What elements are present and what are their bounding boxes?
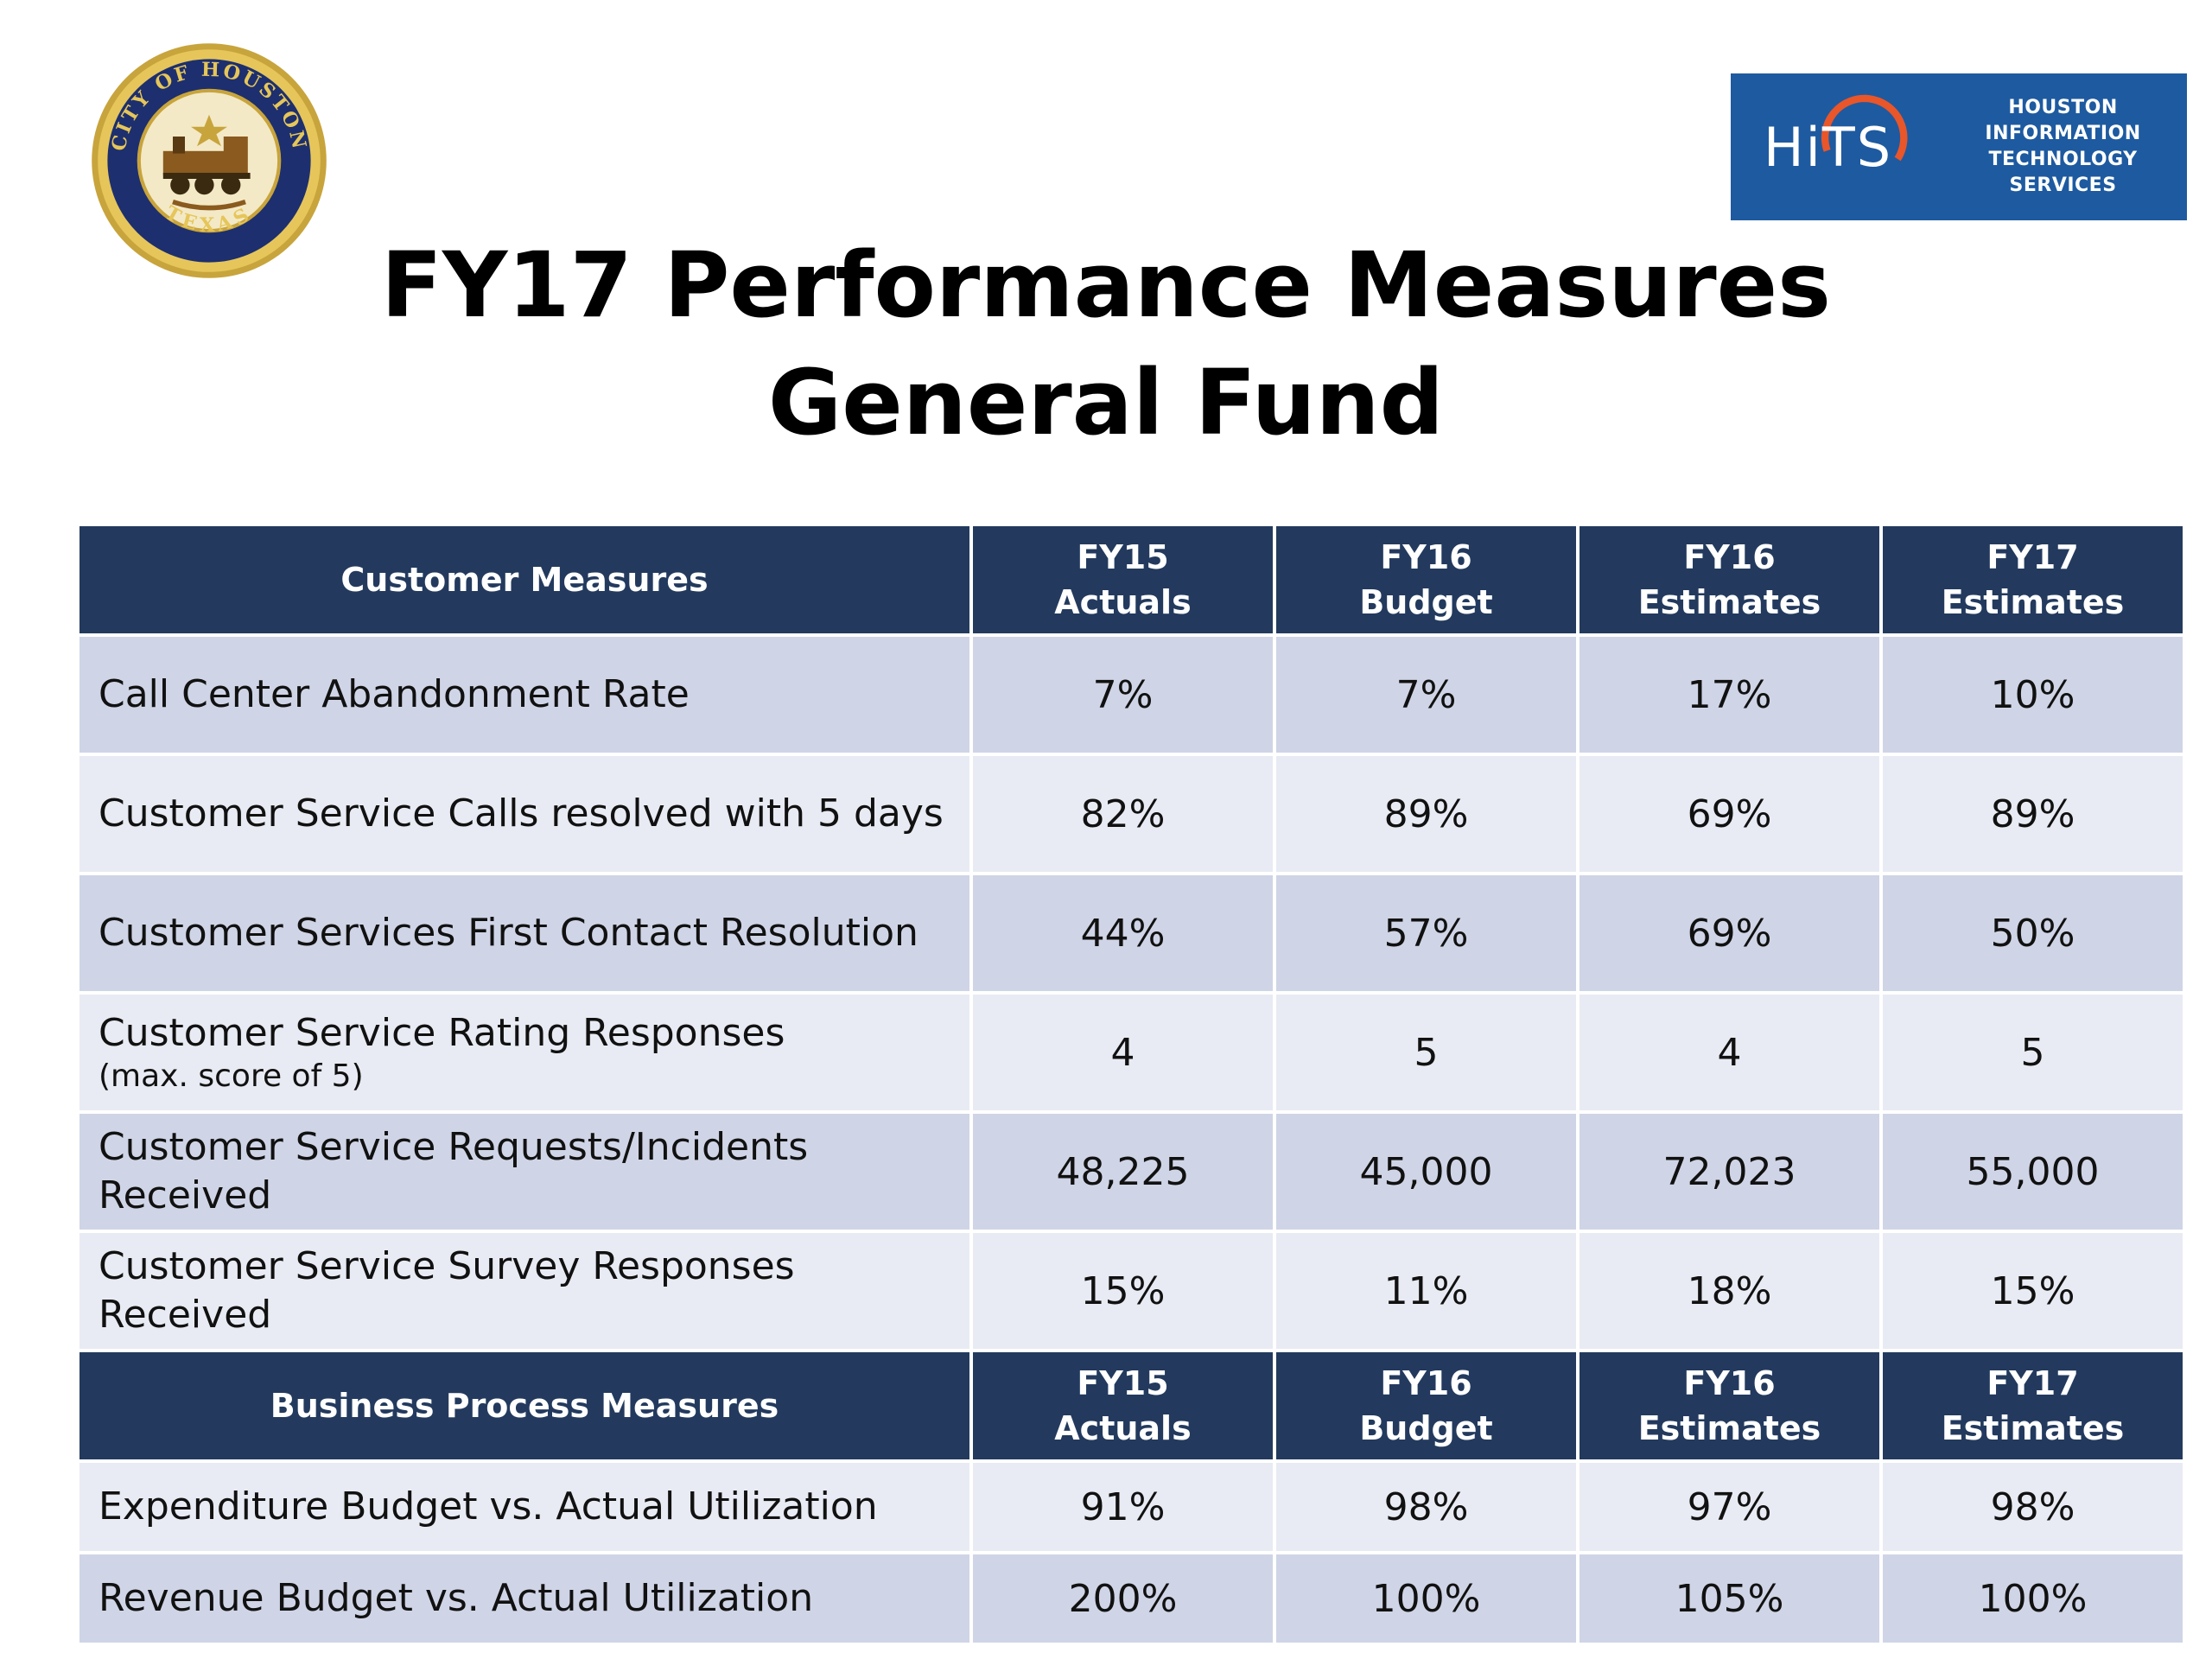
page-title: FY17 Performance Measures General Fund <box>0 226 2212 461</box>
table-cell: 11% <box>1273 1230 1580 1352</box>
hits-mark: HiTS <box>1764 94 1908 179</box>
table-cell: 55,000 <box>1879 1110 2186 1233</box>
table-row: Customer Service Requests/Incidents Rece… <box>76 1110 2186 1233</box>
table-cell: 44% <box>969 872 1276 995</box>
column-header-type: Estimates <box>1637 1409 1821 1447</box>
title-line-2: General Fund <box>767 350 1445 455</box>
business-measures-header-row: Business Process Measures FY15 Actuals FY… <box>76 1349 2186 1463</box>
hits-logo: HiTS HOUSTON INFORMATION TECHNOLOGY SERV… <box>1731 73 2187 220</box>
table-row: Revenue Budget vs. Actual Utilization 20… <box>76 1551 2186 1646</box>
hits-wordmark: HiTS <box>1764 115 1893 179</box>
column-header-year: FY15 <box>1077 1364 1169 1402</box>
column-header: FY16 Budget <box>1273 523 1580 637</box>
table-cell: 45,000 <box>1273 1110 1580 1233</box>
table-cell: 200% <box>969 1551 1276 1646</box>
table-cell: 100% <box>1879 1551 2186 1646</box>
customer-measures-header-row: Customer Measures FY15 Actuals FY16 Budget… <box>76 523 2186 637</box>
table-cell: 72,023 <box>1576 1110 1883 1233</box>
title-line-1: FY17 Performance Measures <box>380 232 1832 338</box>
row-label: Customer Service Survey Responses Receiv… <box>76 1230 973 1352</box>
table-cell: 17% <box>1576 633 1883 756</box>
performance-measures-table: Customer Measures FY15 Actuals FY16 Budget… <box>76 523 2186 1646</box>
column-header-type: Estimates <box>1941 1409 2125 1447</box>
table-row: Customer Service Rating Responses (max. … <box>76 991 2186 1114</box>
table-cell: 4 <box>969 991 1276 1114</box>
table-cell: 98% <box>1879 1459 2186 1554</box>
table-row: Expenditure Budget vs. Actual Utilizatio… <box>76 1459 2186 1554</box>
row-label-note: (max. score of 5) <box>99 1058 364 1094</box>
column-header: FY15 Actuals <box>969 1349 1276 1463</box>
row-label-main: Customer Service Rating Responses <box>99 1011 785 1055</box>
column-header-year: FY15 <box>1077 538 1169 576</box>
hits-name-line1: HOUSTON INFORMATION <box>1985 97 2141 144</box>
column-header-year: FY17 <box>1986 538 2079 576</box>
table-cell: 105% <box>1576 1551 1883 1646</box>
table-cell: 100% <box>1273 1551 1580 1646</box>
hits-full-name: HOUSTON INFORMATION TECHNOLOGY SERVICES <box>1939 95 2187 199</box>
column-header-type: Estimates <box>1941 583 2125 621</box>
table-cell: 69% <box>1576 872 1883 995</box>
table-cell: 5 <box>1879 991 2186 1114</box>
table-row: Customer Services First Contact Resoluti… <box>76 872 2186 995</box>
table-cell: 15% <box>1879 1230 2186 1352</box>
table-cell: 89% <box>1879 753 2186 875</box>
column-header-year: FY16 <box>1380 538 1472 576</box>
table-cell: 57% <box>1273 872 1580 995</box>
row-label: Customer Services First Contact Resoluti… <box>76 872 973 995</box>
row-label: Expenditure Budget vs. Actual Utilizatio… <box>76 1459 973 1554</box>
column-header: FY17 Estimates <box>1879 523 2186 637</box>
table-cell: 4 <box>1576 991 1883 1114</box>
row-label: Call Center Abandonment Rate <box>76 633 973 756</box>
table-cell: 91% <box>969 1459 1276 1554</box>
column-header: FY17 Estimates <box>1879 1349 2186 1463</box>
column-header: FY16 Estimates <box>1576 1349 1883 1463</box>
column-header-year: FY16 <box>1380 1364 1472 1402</box>
table-cell: 89% <box>1273 753 1580 875</box>
column-header-type: Budget <box>1359 583 1493 621</box>
table-cell: 7% <box>1273 633 1580 756</box>
column-header-type: Actuals <box>1054 1409 1192 1447</box>
hits-name-line2: TECHNOLOGY SERVICES <box>1988 149 2138 196</box>
hits-arc-icon <box>1821 94 1908 161</box>
table-row: Call Center Abandonment Rate 7% 7% 17% 1… <box>76 633 2186 756</box>
column-header-year: FY16 <box>1683 538 1776 576</box>
table-cell: 97% <box>1576 1459 1883 1554</box>
table-cell: 50% <box>1879 872 2186 995</box>
row-label: Customer Service Requests/Incidents Rece… <box>76 1110 973 1233</box>
table-cell: 15% <box>969 1230 1276 1352</box>
row-label: Customer Service Rating Responses (max. … <box>76 991 973 1114</box>
column-header-type: Actuals <box>1054 583 1192 621</box>
table-cell: 69% <box>1576 753 1883 875</box>
column-header: FY15 Actuals <box>969 523 1276 637</box>
table-cell: 82% <box>969 753 1276 875</box>
table-cell: 98% <box>1273 1459 1580 1554</box>
table-cell: 48,225 <box>969 1110 1276 1233</box>
column-header-year: FY17 <box>1986 1364 2079 1402</box>
table-cell: 5 <box>1273 991 1580 1114</box>
column-header: FY16 Estimates <box>1576 523 1883 637</box>
column-header: FY16 Budget <box>1273 1349 1580 1463</box>
row-label: Customer Service Calls resolved with 5 d… <box>76 753 973 875</box>
table-cell: 7% <box>969 633 1276 756</box>
column-header: Customer Measures <box>76 523 973 637</box>
row-label: Revenue Budget vs. Actual Utilization <box>76 1551 973 1646</box>
seal-icon: CITY OF HOUSTON TEXAS <box>92 43 327 278</box>
table-row: Customer Service Survey Responses Receiv… <box>76 1230 2186 1352</box>
column-header: Business Process Measures <box>76 1349 973 1463</box>
column-header-type: Estimates <box>1637 583 1821 621</box>
table-row: Customer Service Calls resolved with 5 d… <box>76 753 2186 875</box>
city-seal-logo: CITY OF HOUSTON TEXAS <box>85 40 334 282</box>
table-cell: 10% <box>1879 633 2186 756</box>
table-cell: 18% <box>1576 1230 1883 1352</box>
column-header-type: Budget <box>1359 1409 1493 1447</box>
column-header-year: FY16 <box>1683 1364 1776 1402</box>
